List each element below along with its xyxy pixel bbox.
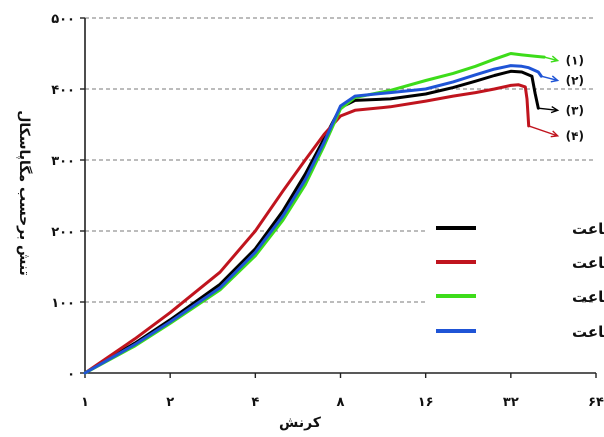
x-tick-label: ۳۲ [503, 395, 519, 410]
legend-item: (۱) ۱ ساعت [436, 220, 604, 238]
curve-pointer-arrowhead [550, 130, 560, 138]
legend-label-3: (۳) ۸ ساعت [572, 288, 604, 306]
legend-item: (۳) ۸ ساعت [436, 288, 604, 306]
series-line-1 [83, 69, 540, 375]
curve-pointer-arrowhead [550, 75, 560, 83]
y-tick-layer: ۰ ۱۰۰ ۲۰۰ ۳۰۰ ۴۰۰ ۵۰۰ [51, 12, 85, 382]
curve-end-label: (۴) [566, 129, 584, 143]
y-tick-label: ۳۰۰ [51, 154, 75, 169]
x-tick-label: ۲ [166, 395, 174, 410]
x-tick-layer: ۱ ۲ ۴ ۸ ۱۶ ۳۲ ۶۴ [81, 373, 604, 410]
legend-label-2: (۲) ۴ ساعت [572, 254, 604, 272]
x-tick-label: ۶۴ [588, 395, 604, 410]
x-tick-label: ۱۶ [418, 395, 434, 410]
curve-pointer-line [538, 107, 558, 111]
y-tick-label: ۰ [67, 367, 75, 382]
series-line-2 [83, 83, 531, 375]
curve-pointer-line [541, 75, 558, 82]
y-tick-label: ۵۰۰ [51, 12, 75, 27]
curve-end-label: (۲) [566, 73, 584, 87]
legend-label-4: (۴) ۱۲ ساعت [572, 323, 604, 341]
curve-end-label: (۱) [566, 54, 584, 68]
y-axis-title: تنش برحسب مگاپاسکال [16, 110, 33, 276]
legend-item: (۴) ۱۲ ساعت [436, 323, 604, 341]
series-line-4 [83, 64, 543, 375]
legend: (۱) ۱ ساعت (۲) ۴ ساعت (۳) ۸ ساعت (۴) ۱۲ … [428, 208, 604, 354]
x-tick-label: ۱ [81, 395, 89, 410]
y-tick-label: ۱۰۰ [51, 296, 75, 311]
curve-pointer-line [528, 125, 558, 137]
curve-pointer-line [544, 56, 558, 62]
legend-label-1: (۱) ۱ ساعت [572, 220, 604, 238]
grid-layer [85, 17, 596, 303]
legend-item: (۲) ۴ ساعت [436, 254, 604, 272]
y-tick-label: ۴۰۰ [51, 83, 75, 98]
y-tick-label: ۲۰۰ [51, 225, 75, 240]
curve-end-label-layer: (۳) (۴) (۱) (۲) [528, 54, 584, 143]
x-tick-label: ۴ [251, 395, 259, 410]
curve-pointer-arrowhead [550, 105, 560, 114]
curve-end-label: (۳) [566, 103, 584, 117]
x-axis-title: کرنش [279, 415, 322, 431]
series-layer [83, 52, 546, 375]
x-tick-label: ۸ [337, 395, 345, 410]
curve-pointer-arrowhead [550, 55, 560, 63]
